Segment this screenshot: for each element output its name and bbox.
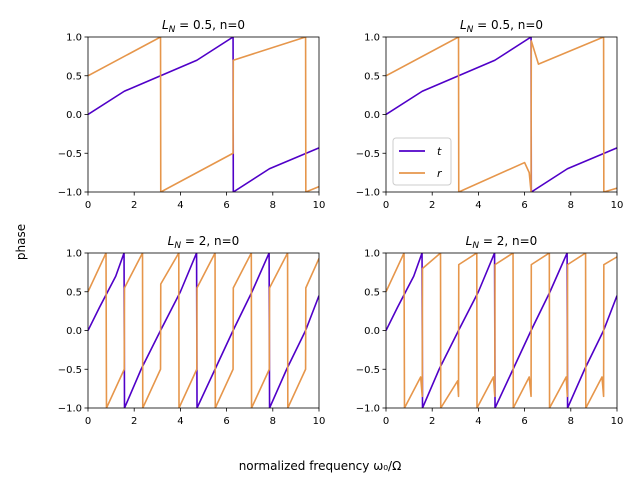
x-tick-label: 4 <box>475 416 481 427</box>
panel-1: 0 2 4 6 8 10 −1.0 −0.5 0.0 0.5 1.0 LN = 0.5, n=0 <box>58 18 326 211</box>
x-tick-label: 10 <box>313 200 326 211</box>
x-tick-label: 10 <box>611 416 624 427</box>
x-tick-label: 6 <box>223 200 229 211</box>
y-tick-label: −0.5 <box>58 149 82 160</box>
y-tick-label: 1.0 <box>364 33 380 44</box>
legend-box <box>392 137 452 186</box>
y-tick-label: −0.5 <box>356 365 380 376</box>
x-tick-label: 8 <box>568 200 574 211</box>
x-tick-label: 0 <box>383 416 389 427</box>
series-r-line <box>88 253 319 408</box>
y-tick-label: 0.0 <box>66 110 82 121</box>
figure-xlabel: normalized frequency ω₀/Ω <box>239 459 402 473</box>
panel-title: LN = 0.5, n=0 <box>162 18 245 35</box>
series-r-line <box>386 37 617 192</box>
panel-title: LN = 0.5, n=0 <box>460 18 543 35</box>
x-tick-label: 0 <box>85 200 91 211</box>
panel-title: LN = 2, n=0 <box>466 234 538 251</box>
x-tick-label: 0 <box>85 416 91 427</box>
x-tick-label: 6 <box>521 200 527 211</box>
x-tick-label: 4 <box>177 200 183 211</box>
y-tick-label: 0.5 <box>364 287 380 298</box>
y-tick-label: 0.0 <box>66 326 82 337</box>
x-tick-label: 4 <box>475 200 481 211</box>
x-tick-label: 10 <box>313 416 326 427</box>
x-tick-label: 0 <box>383 200 389 211</box>
y-tick-label: 0.5 <box>66 71 82 82</box>
y-tick-label: 0.0 <box>364 326 380 337</box>
y-tick-label: −1.0 <box>356 188 380 199</box>
series-r-line <box>386 253 617 408</box>
y-tick-label: −0.5 <box>58 365 82 376</box>
y-tick-label: 0.5 <box>364 71 380 82</box>
x-tick-label: 8 <box>270 416 276 427</box>
y-tick-label: 1.0 <box>364 249 380 260</box>
legend-label-t: t <box>437 145 442 158</box>
series-t-line <box>88 37 319 192</box>
y-tick-label: −1.0 <box>58 404 82 415</box>
y-tick-label: 1.0 <box>66 33 82 44</box>
legend-label-r: r <box>437 167 443 180</box>
x-tick-label: 6 <box>521 416 527 427</box>
x-tick-label: 8 <box>270 200 276 211</box>
x-tick-label: 2 <box>131 416 137 427</box>
y-tick-label: −1.0 <box>356 404 380 415</box>
x-tick-label: 4 <box>177 416 183 427</box>
x-tick-label: 10 <box>611 200 624 211</box>
y-tick-label: 1.0 <box>66 249 82 260</box>
panel-title: LN = 2, n=0 <box>168 234 240 251</box>
panel-3: 0 2 4 6 8 10 −1.0 −0.5 0.0 0.5 1.0 LN = 2, n=0 <box>58 234 326 427</box>
y-tick-label: −0.5 <box>356 149 380 160</box>
x-tick-label: 8 <box>568 416 574 427</box>
y-tick-label: 0.5 <box>66 287 82 298</box>
x-tick-label: 2 <box>429 200 435 211</box>
series-r-line <box>88 37 319 192</box>
legend: tr <box>392 137 452 186</box>
y-tick-label: −1.0 <box>58 188 82 199</box>
x-tick-label: 2 <box>131 200 137 211</box>
y-tick-label: 0.0 <box>364 110 380 121</box>
x-tick-label: 2 <box>429 416 435 427</box>
x-tick-label: 6 <box>223 416 229 427</box>
panel-2: 0 2 4 6 8 10 −1.0 −0.5 0.0 0.5 1.0 LN = 0.5, n=0 tr <box>356 18 624 211</box>
figure-ylabel: phase <box>14 224 28 260</box>
series-t-line <box>386 37 617 192</box>
panel-4: 0 2 4 6 8 10 −1.0 −0.5 0.0 0.5 1.0 LN = 2, n=0 <box>356 234 624 427</box>
